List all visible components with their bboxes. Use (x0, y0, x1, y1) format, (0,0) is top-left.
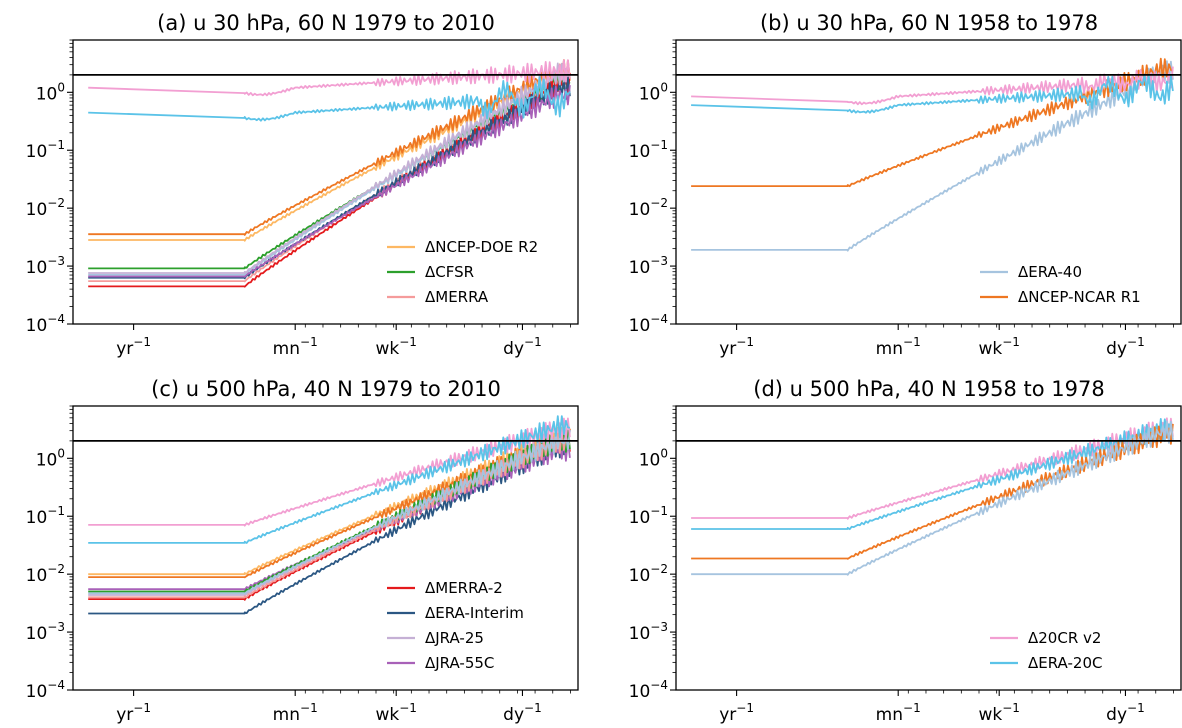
y-tick-label: 10−1 (26, 504, 65, 528)
legend-label: Δ20CR v2 (1028, 629, 1101, 647)
x-tick-label: dy−1 (503, 701, 542, 725)
legend: ΔERA-40 ΔNCEP-NCAR R1 (980, 263, 1141, 306)
y-tick-label: 10−1 (26, 138, 65, 162)
y-tick-label: 100 (36, 446, 65, 470)
axes-frame (675, 405, 1182, 691)
y-tick-label: 10−4 (26, 312, 65, 336)
legend-label: ΔERA-40 (1018, 263, 1082, 281)
series-line (88, 59, 571, 97)
axes-frame (72, 39, 579, 325)
series-line (88, 429, 571, 595)
series-line (691, 423, 1174, 560)
series-line (88, 429, 571, 594)
x-tick-label: dy−1 (1106, 335, 1145, 359)
y-tick-label: 10−4 (629, 678, 668, 702)
x-tick-label: wk−1 (375, 335, 416, 359)
y-tick-label: 10−2 (629, 562, 668, 586)
x-tick-label: mn−1 (876, 701, 921, 725)
chart-panel-2: (b) u 30 hPa, 60 N 1958 to 1978 10−4 10−3 1… (629, 11, 1182, 359)
series-line (691, 73, 1174, 114)
series-lines (88, 415, 571, 615)
legend-label: ΔERA-20C (1028, 654, 1102, 672)
legend-label: ΔJRA-25 (425, 629, 484, 647)
legend-label: ΔNCEP-DOE R2 (425, 238, 538, 256)
x-tick-label: dy−1 (1106, 701, 1145, 725)
y-tick-label: 10−1 (629, 138, 668, 162)
chart-panel-1: (a) u 30 hPa, 60 N 1979 to 2010 10−4 10−3 1… (26, 11, 579, 359)
y-tick-label: 10−4 (629, 312, 668, 336)
series-line (691, 418, 1174, 531)
x-tick-label: yr−1 (719, 335, 754, 359)
x-tick-label: wk−1 (978, 335, 1019, 359)
series-line (88, 429, 571, 597)
axes-frame (675, 39, 1182, 325)
chart-title: (d) u 500 hPa, 40 N 1958 to 1978 (753, 377, 1104, 401)
x-tick-label: yr−1 (719, 701, 754, 725)
x-tick-label: wk−1 (375, 701, 416, 725)
chart-title: (a) u 30 hPa, 60 N 1979 to 2010 (157, 11, 495, 35)
series-line (691, 420, 1174, 576)
series-lines (691, 417, 1174, 576)
x-tick-label: yr−1 (116, 335, 151, 359)
y-tick-label: 10−3 (629, 254, 668, 278)
y-tick-label: 10−3 (26, 620, 65, 644)
y-tick-label: 100 (36, 80, 65, 104)
legend-label: ΔMERRA-2 (425, 579, 503, 597)
x-tick-label: mn−1 (273, 335, 318, 359)
axes-frame (72, 405, 579, 691)
chart-title: (c) u 500 hPa, 40 N 1979 to 2010 (151, 377, 501, 401)
y-tick-label: 10−1 (629, 504, 668, 528)
series-line (691, 417, 1174, 520)
y-tick-label: 10−2 (629, 196, 668, 220)
legend: ΔMERRA-2 ΔERA-Interim ΔJRA-25 ΔJRA-55C (387, 579, 524, 672)
y-tick-label: 100 (639, 446, 668, 470)
y-tick-label: 10−3 (629, 620, 668, 644)
y-tick-label: 10−4 (26, 678, 65, 702)
chart-panel-4: (d) u 500 hPa, 40 N 1958 to 1978 10−4 10−3… (629, 377, 1182, 725)
x-tick-label: dy−1 (503, 335, 542, 359)
series-line (88, 415, 571, 544)
chart-title: (b) u 30 hPa, 60 N 1958 to 1978 (760, 11, 1098, 35)
x-tick-label: wk−1 (978, 701, 1019, 725)
legend-label: ΔMERRA (425, 288, 489, 306)
y-tick-label: 10−2 (26, 196, 65, 220)
series-lines (88, 59, 571, 288)
legend-label: ΔERA-Interim (425, 604, 524, 622)
x-tick-label: yr−1 (116, 701, 151, 725)
y-tick-label: 10−2 (26, 562, 65, 586)
series-line (88, 76, 571, 122)
legend: ΔNCEP-DOE R2 ΔCFSR ΔMERRA (387, 238, 538, 306)
legend-label: ΔCFSR (425, 263, 474, 281)
y-tick-label: 100 (639, 80, 668, 104)
legend: Δ20CR v2 ΔERA-20C (990, 629, 1102, 672)
series-lines (691, 57, 1174, 252)
series-line (691, 66, 1174, 106)
legend-label: ΔNCEP-NCAR R1 (1018, 288, 1141, 306)
x-tick-label: mn−1 (876, 335, 921, 359)
series-line (88, 59, 571, 236)
y-tick-label: 10−3 (26, 254, 65, 278)
series-line (691, 57, 1174, 188)
legend-label: ΔJRA-55C (425, 654, 494, 672)
series-line (88, 85, 571, 278)
chart-panel-3: (c) u 500 hPa, 40 N 1979 to 2010 10−4 10−3… (26, 377, 579, 725)
x-tick-label: mn−1 (273, 701, 318, 725)
